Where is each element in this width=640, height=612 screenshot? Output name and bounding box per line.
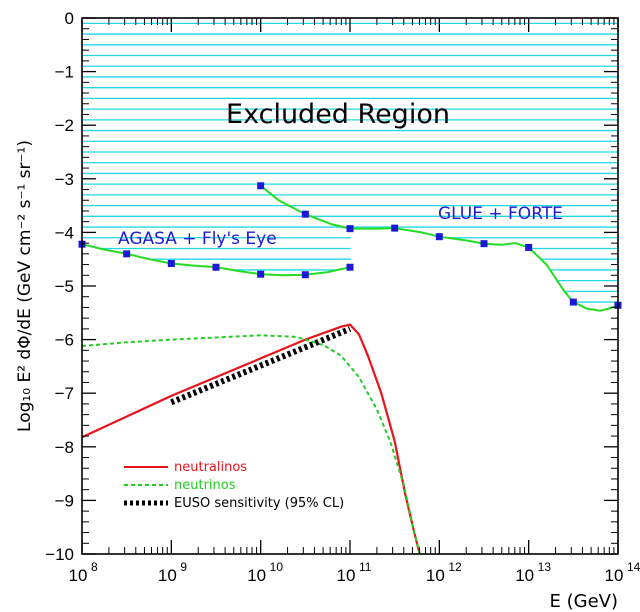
y-tick-label: −6 xyxy=(55,331,74,350)
legend-label-neutralinos: neutralinos xyxy=(174,460,247,475)
series-line-2 xyxy=(170,326,352,406)
y-tick-label: −3 xyxy=(55,170,74,189)
x-tick-label: 10 xyxy=(605,566,624,585)
x-axis-label: E (GeV) xyxy=(550,591,618,612)
agasa-label: AGASA + Fly's Eye xyxy=(118,229,277,249)
x-tick-label: 10 xyxy=(337,566,356,585)
x-tick-exponent: 14 xyxy=(627,560,640,574)
legend-label-euso: EUSO sensitivity (95% CL) xyxy=(174,496,344,511)
y-tick-label: −4 xyxy=(55,223,74,242)
agasa-data-point xyxy=(123,250,131,258)
agasa-data-point xyxy=(257,270,265,278)
glue-data-point xyxy=(525,243,533,251)
glue-data-point xyxy=(257,182,265,190)
y-tick-label: −7 xyxy=(55,384,74,403)
excluded-region-label: Excluded Region xyxy=(226,99,450,130)
x-tick-exponent: 11 xyxy=(359,560,372,574)
glue-data-point xyxy=(301,210,309,218)
series-line-0 xyxy=(82,323,421,554)
glue-data-point xyxy=(346,225,354,233)
glue-data-point xyxy=(435,233,443,241)
glue-label: GLUE + FORTE xyxy=(438,204,563,224)
x-tick-label: 10 xyxy=(515,566,534,585)
x-tick-exponent: 10 xyxy=(270,560,284,574)
x-tick-label: 10 xyxy=(426,566,445,585)
x-tick-exponent: 8 xyxy=(91,560,98,574)
y-tick-label: −10 xyxy=(45,545,74,564)
x-tick-exponent: 9 xyxy=(180,560,187,574)
y-tick-label: −1 xyxy=(55,63,74,82)
agasa-data-point xyxy=(212,263,220,271)
y-tick-label: −2 xyxy=(55,116,74,135)
legend: neutralinos neutrinos EUSO sensitivity (… xyxy=(124,460,344,511)
series-line-1 xyxy=(82,334,421,554)
y-tick-label: −9 xyxy=(55,491,74,510)
y-axis-label: Log₁₀ E² dΦ/dE (GeV cm⁻² s⁻¹ sr⁻¹) xyxy=(15,140,35,432)
agasa-data-point xyxy=(346,263,354,271)
agasa-data-point xyxy=(301,271,309,279)
axis-ticks: 10 8 10 9 10 10 10 11 10 12 10 13 10 140−1−2−3−4−5−6−… xyxy=(45,9,640,585)
x-tick-exponent: 12 xyxy=(448,560,462,574)
y-tick-label: −8 xyxy=(55,438,74,457)
y-tick-label: −5 xyxy=(55,277,74,296)
glue-data-point xyxy=(480,240,488,248)
x-tick-exponent: 13 xyxy=(538,560,552,574)
glue-data-point xyxy=(391,224,399,232)
excluded-region-hatching xyxy=(82,22,618,303)
x-tick-label: 10 xyxy=(69,566,88,585)
x-tick-label: 10 xyxy=(247,566,266,585)
y-tick-label: 0 xyxy=(65,9,74,28)
agasa-data-point xyxy=(167,259,175,267)
glue-data-point xyxy=(569,298,577,306)
legend-label-neutrinos: neutrinos xyxy=(174,478,236,493)
x-tick-label: 10 xyxy=(158,566,177,585)
data-markers xyxy=(78,182,622,309)
